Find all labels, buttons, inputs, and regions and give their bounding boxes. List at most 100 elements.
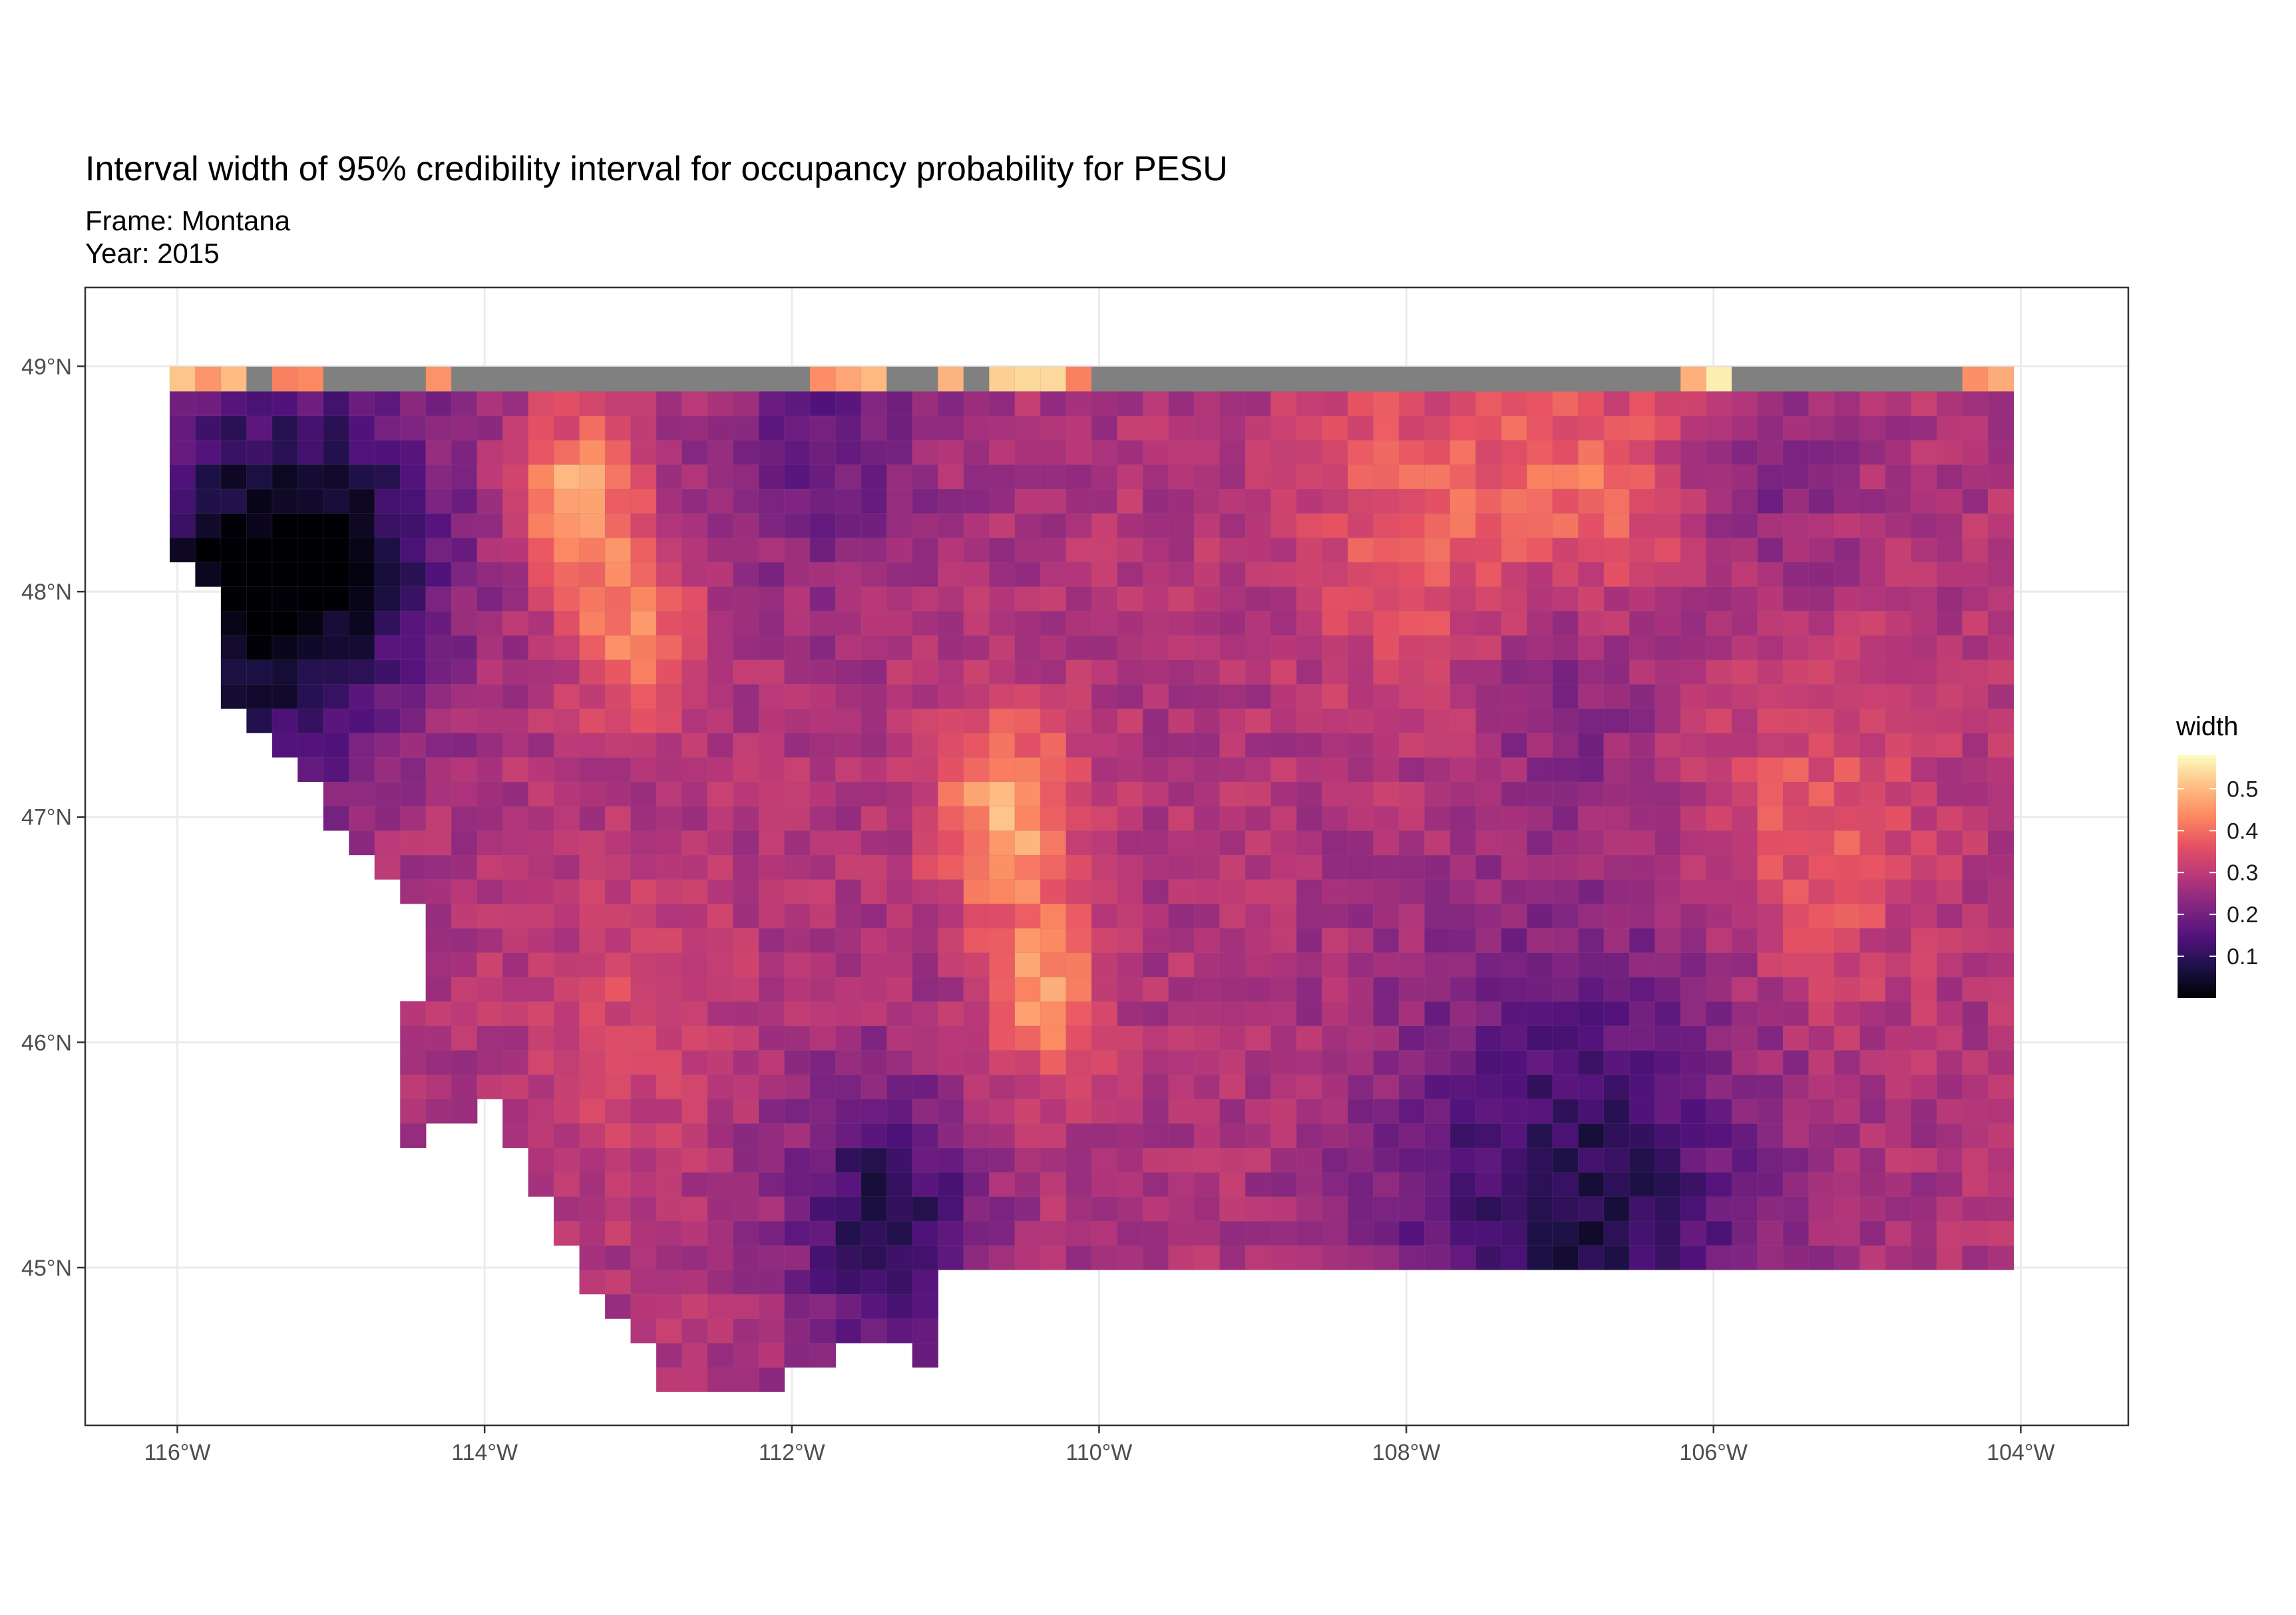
raster-cell <box>1808 928 1835 954</box>
raster-cell <box>1552 366 1579 392</box>
raster-cell <box>528 805 555 831</box>
raster-cell <box>1527 830 1553 856</box>
raster-cell <box>425 878 453 904</box>
raster-cell <box>1885 1001 1912 1027</box>
raster-cell <box>1091 683 1118 709</box>
raster-cell <box>784 1294 811 1320</box>
raster-cell <box>1219 976 1246 1002</box>
raster-cell <box>1962 610 1989 636</box>
raster-cell <box>1040 464 1067 490</box>
raster-cell <box>784 1269 811 1295</box>
raster-cell <box>1654 1244 1682 1270</box>
raster-cell <box>1527 976 1553 1002</box>
raster-cell <box>1885 1244 1912 1270</box>
raster-cell <box>553 928 580 954</box>
raster-cell <box>399 708 427 734</box>
raster-cell <box>1014 659 1042 685</box>
raster-cell <box>1501 635 1528 661</box>
raster-cell <box>681 1196 708 1222</box>
raster-cell <box>1578 439 1605 465</box>
raster-cell <box>1322 1049 1348 1075</box>
raster-cell <box>1347 391 1374 417</box>
raster-cell <box>1475 415 1502 441</box>
raster-cell <box>1424 805 1451 831</box>
raster-cell <box>1168 878 1195 904</box>
raster-cell <box>1091 635 1118 661</box>
raster-cell <box>1578 928 1605 954</box>
raster-cell <box>1014 781 1042 807</box>
raster-cell <box>656 1269 683 1295</box>
raster-cell <box>1117 683 1144 709</box>
raster-cell <box>1629 952 1656 978</box>
raster-cell <box>733 1220 759 1246</box>
raster-cell <box>1270 708 1297 734</box>
raster-cell <box>1296 854 1323 880</box>
raster-cell <box>1219 878 1246 904</box>
raster-cell <box>374 805 401 831</box>
raster-cell <box>1629 1098 1656 1124</box>
raster-cell <box>1757 1074 1784 1100</box>
raster-cell <box>1347 488 1374 514</box>
raster-cell <box>1885 464 1912 490</box>
raster-cell <box>1065 464 1093 490</box>
raster-cell <box>1219 952 1246 978</box>
raster-cell <box>938 537 964 563</box>
raster-cell <box>1449 439 1477 465</box>
raster-cell <box>1833 610 1861 636</box>
raster-cell <box>707 464 734 490</box>
raster-cell <box>1552 781 1579 807</box>
raster-cell <box>1936 562 1963 588</box>
raster-cell <box>912 781 939 807</box>
raster-cell <box>323 391 350 417</box>
raster-cell <box>1322 1147 1348 1173</box>
raster-cell <box>1706 683 1733 709</box>
raster-cell <box>1962 952 1989 978</box>
raster-cell <box>1040 586 1067 612</box>
raster-cell <box>1014 757 1042 783</box>
raster-cell <box>835 610 862 636</box>
raster-cell <box>1449 586 1477 612</box>
raster-cell <box>1911 1025 1937 1051</box>
raster-cell <box>1040 952 1067 978</box>
raster-cell <box>1424 635 1451 661</box>
raster-cell <box>733 757 759 783</box>
raster-cell <box>1911 708 1937 734</box>
raster-cell <box>1065 708 1093 734</box>
raster-cell <box>1322 562 1348 588</box>
raster-cell <box>399 610 427 636</box>
raster-cell <box>1219 781 1246 807</box>
raster-cell <box>809 1098 837 1124</box>
raster-cell <box>1706 1025 1733 1051</box>
raster-cell <box>1373 1196 1400 1222</box>
raster-cell <box>1578 1244 1605 1270</box>
raster-cell <box>1347 1025 1374 1051</box>
raster-cell <box>451 952 478 978</box>
raster-cell <box>1680 366 1707 392</box>
raster-cell <box>374 562 401 588</box>
raster-cell <box>579 1049 606 1075</box>
raster-cell <box>861 878 888 904</box>
raster-cell <box>1654 512 1682 538</box>
raster-cell <box>1501 805 1528 831</box>
raster-cell <box>1757 976 1784 1002</box>
raster-cell <box>1833 1025 1861 1051</box>
raster-cell <box>1142 537 1169 563</box>
raster-cell <box>1654 903 1682 929</box>
raster-cell <box>1962 1025 1989 1051</box>
raster-cell <box>1552 488 1579 514</box>
raster-cell <box>425 366 453 392</box>
raster-cell <box>733 488 759 514</box>
raster-cell <box>784 562 811 588</box>
raster-cell <box>1091 537 1118 563</box>
raster-cell <box>1911 732 1937 758</box>
raster-cell <box>1859 1049 1887 1075</box>
raster-cell <box>1117 562 1144 588</box>
raster-cell <box>963 903 990 929</box>
raster-cell <box>938 830 964 856</box>
raster-cell <box>1987 1171 2014 1197</box>
raster-cell <box>1680 1171 1707 1197</box>
raster-cell <box>707 537 734 563</box>
raster-cell <box>477 1074 504 1100</box>
raster-cell <box>1706 732 1733 758</box>
raster-cell <box>758 1049 785 1075</box>
